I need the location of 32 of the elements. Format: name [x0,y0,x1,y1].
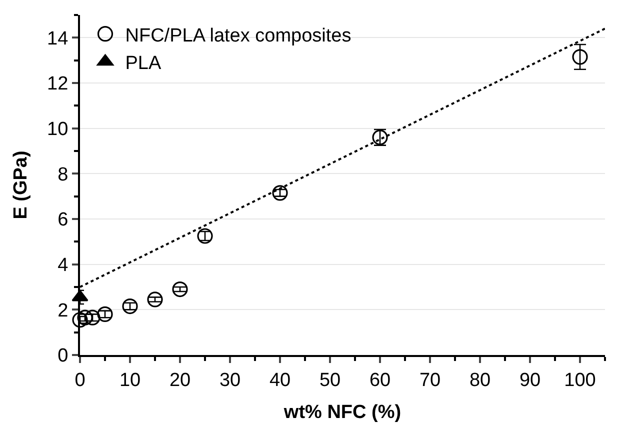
x-tick-label: 70 [419,370,441,391]
y-tick-label: 4 [58,254,69,276]
point [122,298,138,314]
x-tick-label: 10 [119,370,141,391]
x-axis-title: wt% NFC (%) [282,402,402,424]
x-tick-label: 30 [219,370,241,391]
y-tick-label: 12 [47,74,68,95]
point [84,310,100,326]
y-tick-label: 10 [47,118,68,140]
x-tick-label: 20 [169,370,191,391]
x-tick-label: 100 [564,370,596,391]
x-tick-label: 80 [469,370,491,391]
x-tick-label: 40 [269,370,291,391]
y-tick-label: 2 [58,300,68,322]
x-tick-label: 90 [519,370,541,391]
point [77,310,93,326]
point [272,185,288,201]
x-tick-label: 50 [319,370,341,391]
point [72,312,88,328]
y-axis-title: E (GPa) [10,150,32,220]
point [572,49,588,65]
y-tick-label: 8 [58,164,68,186]
y-tick-label: 0 [58,346,68,367]
point [147,292,163,308]
legend-label: PLA [125,52,162,74]
y-tick-label: 14 [47,28,69,50]
x-tick-label: 0 [74,370,86,391]
x-tick-label: 60 [369,370,391,391]
point [97,306,113,322]
legend-label: NFC/PLA latex composites [125,25,352,46]
y-tick-label: 6 [58,210,68,231]
point [172,281,188,298]
